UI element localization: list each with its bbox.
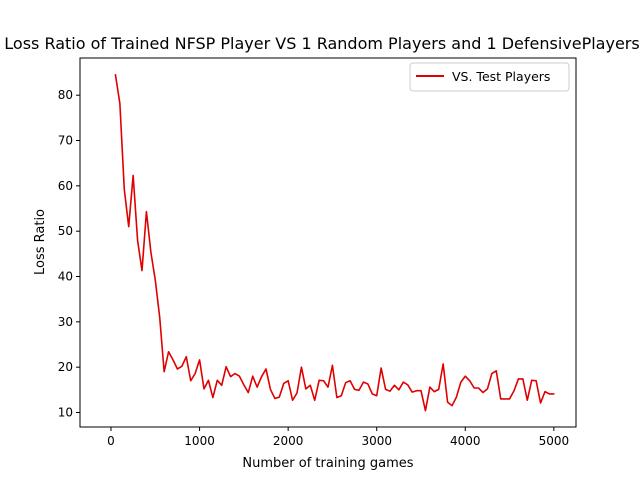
y-tick-label: 40	[58, 269, 73, 283]
x-axis-label: Number of training games	[242, 456, 413, 471]
chart-title: Loss Ratio of Trained NFSP Player VS 1 R…	[4, 34, 639, 53]
legend-box	[409, 62, 570, 92]
y-tick-label: 20	[58, 360, 73, 374]
y-tick-label: 10	[58, 405, 73, 419]
plot-line-layer	[114, 73, 555, 412]
plot-area-frame	[79, 57, 577, 428]
x-tick-label: 0	[107, 434, 115, 448]
y-tick-label: 70	[58, 134, 73, 148]
legend-entry-label: VS. Test Players	[452, 69, 550, 84]
y-axis-label: Loss Ratio	[33, 209, 48, 275]
x-tick-label: 4000	[450, 434, 481, 448]
x-tick-label: 1000	[184, 434, 215, 448]
y-tick-label: 30	[58, 315, 73, 329]
y-tick-label: 80	[58, 88, 73, 102]
x-tick-label: 5000	[539, 434, 570, 448]
x-tick-label: 2000	[273, 434, 304, 448]
y-axis: 10 20 30 40 50 60 70 80	[58, 88, 80, 419]
y-tick-label: 50	[58, 224, 73, 238]
legend: VS. Test Players	[409, 62, 570, 92]
y-tick-label: 60	[58, 179, 73, 193]
x-axis: 0 1000 2000 3000 4000 5000	[107, 427, 569, 448]
x-tick-label: 3000	[361, 434, 392, 448]
series-line-0	[114, 73, 555, 412]
